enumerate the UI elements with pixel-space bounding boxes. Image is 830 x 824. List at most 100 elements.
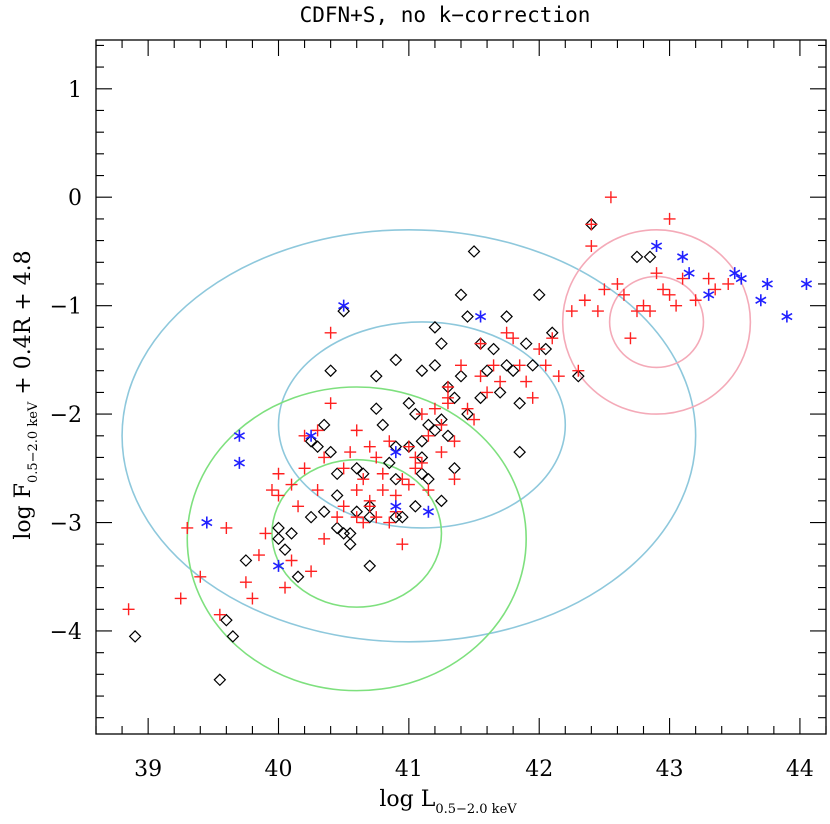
plus-point	[448, 435, 461, 448]
plus-point	[572, 364, 585, 377]
plus-point	[181, 521, 194, 534]
plus-point	[389, 489, 402, 502]
plus-point	[591, 305, 604, 318]
plus-point	[324, 397, 337, 410]
plus-point	[585, 218, 598, 231]
diamond-point	[448, 391, 461, 405]
ellipse-cyan-outer	[121, 228, 697, 643]
plus-point	[611, 277, 624, 290]
diamond-point	[389, 353, 403, 367]
plus-point	[422, 484, 435, 497]
plus-point	[213, 608, 226, 621]
diamond-point	[395, 510, 409, 524]
diamond-point	[435, 494, 448, 508]
plus-point	[435, 446, 448, 459]
diamond-point	[376, 418, 390, 432]
diamond-point	[526, 358, 540, 372]
diamond-point	[382, 456, 396, 470]
x-tick-label: 42	[525, 757, 553, 782]
x-tick-label: 39	[134, 757, 162, 782]
diamond-point	[454, 288, 468, 302]
plus-point	[292, 500, 305, 513]
diamond-point	[291, 570, 305, 584]
diamond-point	[506, 364, 520, 378]
x-tick-label: 40	[265, 757, 293, 782]
plus-point	[474, 370, 487, 383]
plus-point	[657, 283, 670, 296]
diamond-point	[493, 386, 507, 399]
diamond-point	[324, 364, 337, 378]
x-axis-label: log L0.5−2.0 keV	[379, 787, 517, 817]
y-tick-label: −1	[50, 295, 82, 320]
plus-point	[376, 484, 389, 497]
diamond-point	[513, 396, 527, 410]
asterisk-point	[390, 500, 402, 513]
plus-point	[363, 494, 376, 507]
diamond-point	[422, 418, 435, 432]
asterisk-point	[729, 267, 741, 280]
plus-point	[630, 305, 643, 318]
diamond-point	[337, 527, 351, 540]
plus-point	[383, 435, 396, 448]
asterisk-point	[703, 288, 715, 301]
plus-point	[585, 240, 598, 253]
diamond-point	[428, 321, 442, 334]
y-tick-label: −4	[50, 620, 82, 645]
plus-point	[702, 272, 715, 285]
plus-point	[370, 511, 383, 524]
diamond-point	[415, 434, 429, 448]
plot-border	[95, 39, 827, 735]
diamond-point	[500, 358, 513, 372]
plus-point	[174, 592, 187, 605]
diamond-point	[317, 505, 331, 519]
diamond-point	[220, 613, 233, 627]
diamond-point	[239, 554, 253, 567]
plus-point	[285, 478, 298, 491]
plus-point	[298, 429, 311, 442]
diamond-point	[461, 310, 474, 323]
diamond-point	[272, 521, 285, 535]
plus-point	[350, 484, 363, 497]
plus-point	[481, 386, 494, 399]
ellipse-green-inner	[271, 458, 443, 608]
plus-point	[663, 212, 676, 225]
diamond-point	[213, 673, 227, 687]
diamond-point	[428, 424, 442, 437]
diamond-point	[513, 445, 527, 459]
diamond-point	[317, 418, 331, 432]
ticks-layer	[95, 40, 827, 734]
plus-point	[252, 549, 265, 562]
plus-point	[318, 451, 331, 464]
diamond-point	[461, 407, 474, 421]
diamond-point	[487, 342, 500, 356]
asterisk-point	[781, 310, 793, 323]
diamond-point	[630, 250, 644, 264]
diamond-point	[428, 358, 442, 372]
diamond-point	[324, 445, 337, 459]
diamond-point	[278, 543, 292, 557]
plus-point	[350, 424, 363, 437]
plus-point	[337, 462, 350, 475]
plus-point	[415, 408, 428, 421]
plus-point	[539, 359, 552, 372]
diamond-point	[128, 630, 142, 643]
diamond-point	[343, 537, 357, 551]
plus-point	[441, 381, 454, 393]
plus-point	[415, 456, 428, 469]
diamond-point	[409, 407, 422, 421]
diamond-point	[337, 304, 351, 318]
asterisk-point	[390, 446, 402, 459]
plus-point	[604, 191, 617, 204]
y-tick-label: −3	[50, 512, 82, 537]
plus-point	[533, 343, 546, 356]
diamond-point	[226, 630, 240, 643]
asterisk-point	[761, 277, 773, 290]
plus-point	[239, 576, 252, 589]
ellipse-pink-outer	[561, 228, 752, 415]
asterisk-point	[800, 277, 813, 290]
plus-point	[435, 418, 448, 431]
diamond-point	[474, 391, 487, 405]
plus-point	[578, 294, 591, 307]
diamond-point	[441, 429, 455, 443]
diamond-point	[467, 245, 481, 258]
